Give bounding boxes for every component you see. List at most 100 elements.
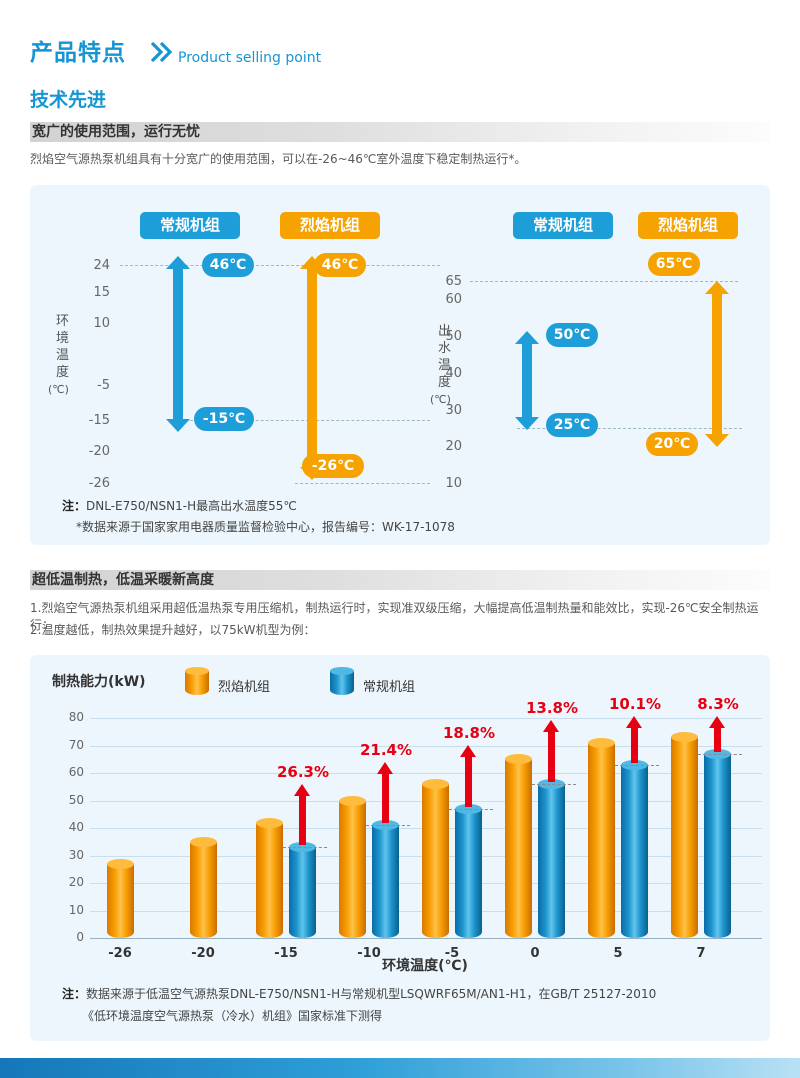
- bar-chart-plot: 0 10 20 30 40 50 60 70 80 -26 -20 26.3% -15 21.4% -10 1…: [30, 655, 770, 1041]
- temp-bubble-max: 46℃: [202, 253, 254, 277]
- temp-bubble-min: 25℃: [546, 413, 598, 437]
- temp-bubble-min: 20℃: [646, 432, 698, 456]
- subsection2-body-line1: 1.烈焰空气源热泵机组采用超低温热泵专用压缩机，制热运行时，实现准双级压缩，大幅…: [30, 601, 759, 632]
- y-tick-label: 24: [93, 258, 110, 273]
- y-tick-label: 20: [68, 875, 84, 889]
- flame-unit-range-arrow: [300, 256, 324, 480]
- figure2-note-line2: 《低环境温度空气源热泵（冷水）机组》国家标准下测得: [82, 1009, 383, 1023]
- gridline: [517, 428, 742, 429]
- increase-percentage-label: 8.3%: [697, 695, 739, 713]
- y-axis-title: 环境温度: [55, 314, 69, 380]
- increase-arrow-icon: [626, 716, 642, 763]
- section-title: 技术先进: [30, 89, 107, 111]
- legend-regular-unit: 常规机组: [513, 212, 613, 239]
- y-tick-label: -20: [88, 444, 110, 459]
- regular-unit-range-arrow: [515, 331, 539, 430]
- flame-unit-bar: [422, 779, 449, 938]
- y-tick-label: 80: [68, 710, 84, 724]
- x-tick-label: -10: [357, 946, 381, 961]
- footer-accent-bar: [0, 1058, 800, 1078]
- figure1-note-line1: 注：DNL-E750/NSN1-H最高出水温度55℃: [62, 499, 297, 513]
- y-tick-label: 10: [68, 902, 84, 917]
- note-label: 注：: [62, 987, 87, 1001]
- regular-unit-bar: [538, 779, 565, 938]
- y-tick-label: 30: [445, 403, 462, 418]
- flame-unit-bar: [256, 817, 283, 938]
- page-title: 产品特点: [30, 40, 126, 66]
- subsection1-heading: 宽广的使用范围，运行无忧: [30, 122, 770, 142]
- temp-bubble-max: 50℃: [546, 323, 598, 347]
- flame-unit-range-arrow: [705, 281, 729, 447]
- flame-unit-bar: [505, 754, 532, 938]
- legend-regular-unit: 常规机组: [140, 212, 240, 239]
- y-tick-label: 50: [68, 792, 84, 807]
- increase-arrow-icon: [709, 716, 725, 752]
- gridline: [120, 265, 440, 266]
- comparison-dashed-line: [283, 847, 327, 849]
- comparison-dashed-line: [615, 764, 659, 766]
- x-tick-label: 7: [696, 946, 706, 961]
- gridline: [90, 718, 762, 719]
- y-tick-label: 10: [93, 316, 110, 331]
- legend-flame-unit: 烈焰机组: [280, 212, 380, 239]
- flame-unit-bar: [339, 795, 366, 938]
- regular-unit-range-arrow: [166, 256, 190, 432]
- page-subtitle: Product selling point: [178, 50, 322, 66]
- subsection2-body-line2: 2.温度越低，制热效果提升越好，以75kW机型为例：: [30, 623, 316, 637]
- operating-range-figure: 常规机组 烈焰机组 环境温度 (℃) 24 15 10 -5 -15 -20 -…: [30, 185, 770, 545]
- increase-percentage-label: 10.1%: [608, 695, 662, 713]
- x-tick-label: 5: [613, 946, 623, 961]
- regular-unit-legend-label: 常规机组: [363, 680, 416, 695]
- flame-unit-bar: [671, 732, 698, 938]
- y-tick-label: -5: [97, 378, 110, 393]
- increase-arrow-icon: [543, 720, 559, 782]
- increase-percentage-label: 21.4%: [359, 740, 413, 759]
- x-tick-label: 0: [530, 946, 540, 961]
- regular-unit-bar: [704, 748, 731, 938]
- regular-unit-bar: [289, 842, 316, 938]
- y-tick-label: 15: [93, 285, 110, 300]
- increase-percentage-label: 26.3%: [276, 762, 330, 781]
- heating-capacity-figure: 制热能力(kW) 烈焰机组 常规机组 0 10 20 30 40 50 60 70 80 -26-…: [30, 655, 770, 1041]
- x-tick-label: -20: [191, 946, 215, 961]
- comparison-dashed-line: [698, 753, 742, 755]
- y-tick-label: 60: [445, 292, 462, 307]
- y-tick-label: -15: [88, 413, 110, 428]
- gridline: [90, 773, 762, 774]
- y-tick-label: 50: [445, 329, 462, 344]
- y-tick-label: 65: [445, 274, 462, 289]
- y-tick-label: 70: [68, 737, 84, 752]
- temp-bubble-max: 65℃: [648, 252, 700, 276]
- temp-bubble-max: 46℃: [314, 253, 366, 277]
- gridline: [90, 745, 762, 747]
- subsection1-body: 烈焰空气源热泵机组具有十分宽广的使用范围，可以在-26~46℃室外温度下稳定制热…: [30, 152, 527, 166]
- flame-unit-bar: [107, 858, 134, 938]
- chart-title: 制热能力(kW): [52, 674, 146, 690]
- x-tick-label: -26: [108, 946, 132, 961]
- subsection2-heading: 超低温制热，低温采暖新高度: [30, 570, 770, 590]
- y-tick-label: 30: [68, 847, 84, 862]
- figure1-note-line2: *数据来源于国家家用电器质量监督检验中心，报告编号：WK-17-1078: [76, 520, 455, 534]
- double-chevron-icon: [150, 41, 174, 66]
- increase-percentage-label: 13.8%: [525, 699, 579, 718]
- x-tick-label: -15: [274, 946, 298, 961]
- regular-unit-bar: [455, 803, 482, 938]
- gridline: [295, 483, 430, 484]
- y-tick-label: 10: [445, 476, 462, 491]
- increase-arrow-icon: [460, 745, 476, 807]
- flame-unit-bar: [588, 737, 615, 938]
- y-tick-label: 40: [445, 366, 462, 381]
- y-axis-title: 出水温度: [437, 324, 451, 390]
- y-tick-label: 0: [76, 930, 84, 944]
- regular-unit-bar: [621, 759, 648, 938]
- regular-unit-bar: [372, 820, 399, 938]
- gridline: [470, 281, 738, 282]
- temp-bubble-min: -15℃: [194, 407, 254, 431]
- gridline: [90, 938, 762, 939]
- legend-flame-unit: 烈焰机组: [638, 212, 738, 239]
- y-tick-label: 60: [68, 765, 84, 779]
- y-tick-label: -26: [88, 476, 110, 491]
- y-axis-unit: (℃): [430, 393, 451, 406]
- figure2-note-line1: 注：数据来源于低温空气源热泵DNL-E750/NSN1-H与常规机型LSQWRF…: [62, 987, 657, 1001]
